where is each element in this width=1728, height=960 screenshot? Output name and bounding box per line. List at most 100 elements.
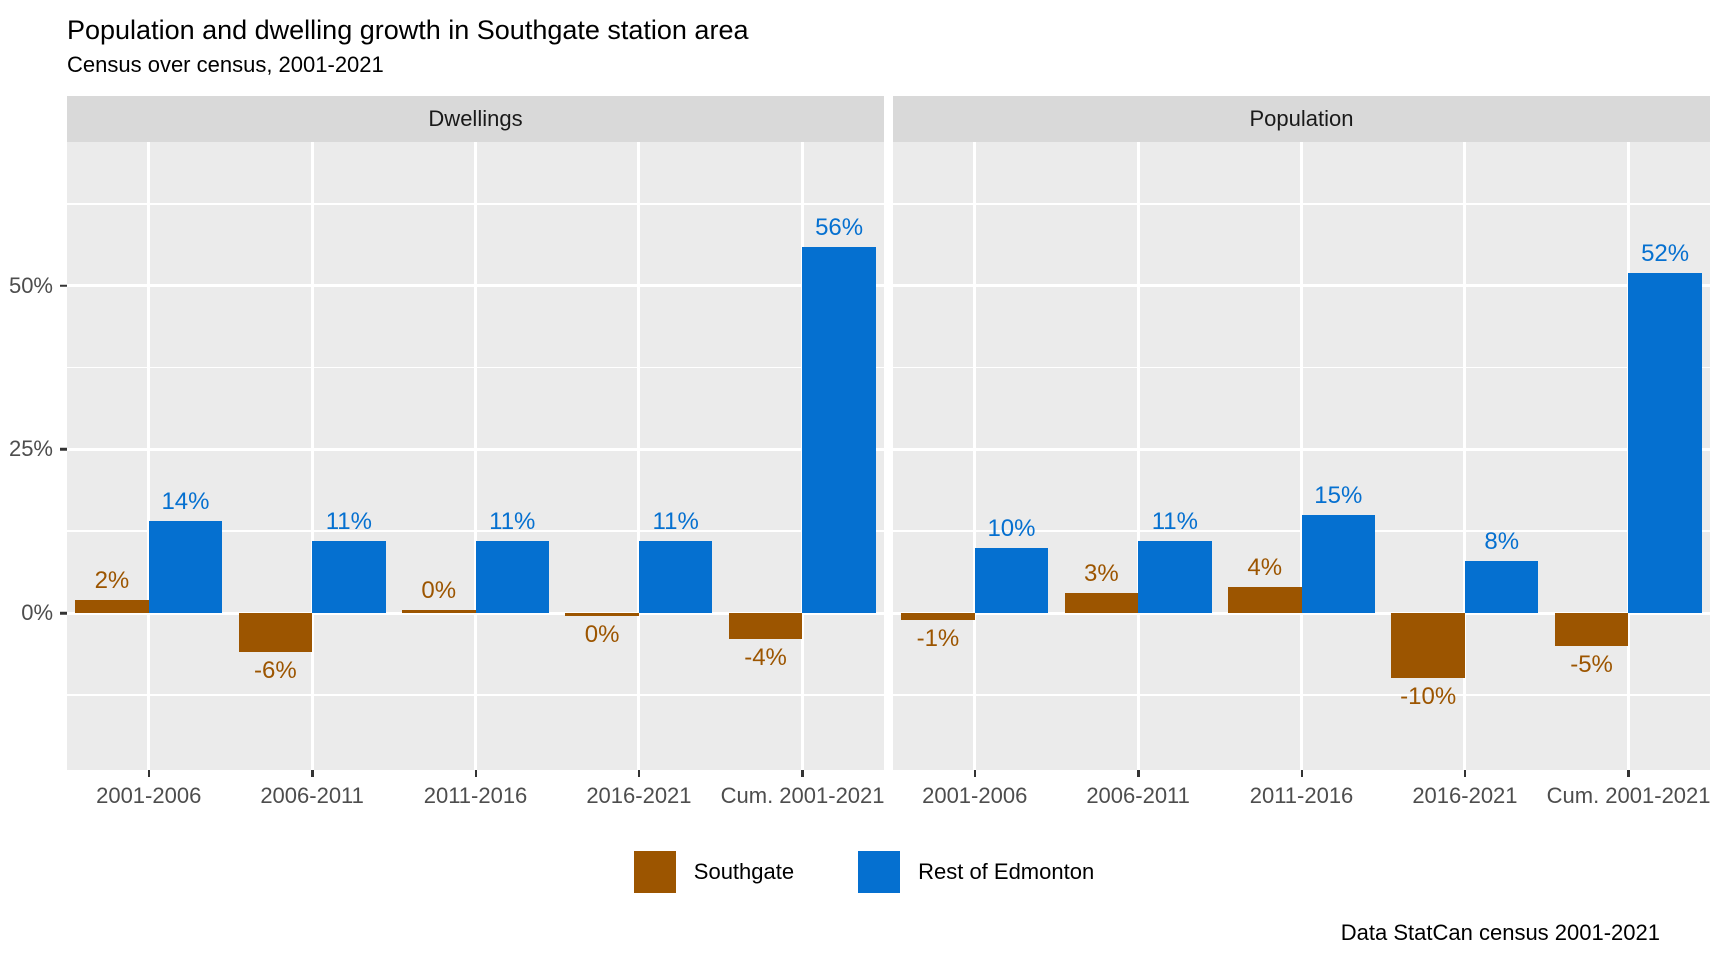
- x-axis-label: 2011-2016: [1220, 770, 1383, 816]
- plot-area: 0% 25% 50% Dwellings 2% 14% -6% 11% 0% 11% 0% 11%…: [0, 96, 1728, 816]
- bar-value-label: -1%: [916, 624, 960, 652]
- category-gridline: [973, 142, 977, 770]
- facet-dwellings: Dwellings 2% 14% -6% 11% 0% 11% 0% 11% -4% 56% 20…: [67, 96, 885, 816]
- y-axis-labels: 0% 25% 50%: [0, 142, 67, 770]
- chart-subtitle: Census over census, 2001-2021: [67, 52, 384, 77]
- category-cell: 0% 11%: [557, 142, 720, 770]
- x-axis-label: 2006-2011: [230, 770, 393, 816]
- x-axis-label: 2001-2006: [67, 770, 230, 816]
- category-gridline: [474, 142, 478, 770]
- legend-item-rest-of-edmonton: Rest of Edmonton: [858, 851, 1094, 893]
- category-gridline: [147, 142, 151, 770]
- bar-value-label: 8%: [1484, 527, 1520, 555]
- facet-strip-dwellings: Dwellings: [67, 96, 884, 142]
- x-axis-tick-label: 2011-2016: [423, 783, 528, 808]
- bar-value-label: 52%: [1641, 239, 1690, 267]
- bar-value-label: 3%: [1083, 560, 1119, 588]
- x-axis-label: 2016-2021: [557, 770, 720, 816]
- bar-southgate: [1554, 613, 1629, 646]
- y-axis-tick-label: 25%: [8, 436, 53, 462]
- x-axis-label: Cum. 2001-2021: [1546, 770, 1711, 816]
- y-axis-tick-mark: [60, 448, 67, 451]
- legend-key-swatch: [858, 851, 901, 893]
- x-axis-tick-mark: [973, 770, 977, 777]
- bar-rest-of-edmonton: [974, 547, 1049, 613]
- x-axis-label: 2006-2011: [1056, 770, 1219, 816]
- x-axis-label: 2011-2016: [394, 770, 557, 816]
- bar-rest-of-edmonton: [148, 521, 223, 613]
- facet-strip-label: Population: [1249, 106, 1354, 131]
- category-cell: -4% 56%: [721, 142, 884, 770]
- legend-label: Southgate: [693, 859, 795, 884]
- x-axis-tick-mark: [1137, 770, 1140, 777]
- x-axis-label: 2016-2021: [1383, 770, 1546, 816]
- bar-southgate: [238, 613, 313, 653]
- x-axis-tick-mark: [1300, 770, 1304, 777]
- bar-value-label: 11%: [652, 508, 699, 536]
- bar-value-label: 0%: [421, 577, 457, 604]
- bar-value-label: 11%: [489, 508, 536, 536]
- chart-title: Population and dwelling growth in Southg…: [67, 15, 749, 45]
- bar-southgate: [728, 613, 803, 640]
- category-cell: -1% 10%: [893, 142, 1056, 770]
- bar-value-label: -4%: [744, 644, 787, 672]
- bar-southgate: [1227, 586, 1302, 613]
- x-axis-tick-mark: [147, 770, 151, 777]
- category-cell: 2% 14%: [67, 142, 230, 770]
- y-axis-tick-mark: [60, 611, 67, 615]
- bar-rest-of-edmonton: [1301, 514, 1376, 613]
- bar-rest-of-edmonton: [312, 541, 386, 613]
- y-axis: 0% 25% 50%: [0, 96, 67, 816]
- bar-value-label: 11%: [325, 508, 372, 536]
- facet-strip-population: Population: [893, 96, 1710, 142]
- x-axis-tick-mark: [311, 770, 314, 777]
- facet-strip-label: Dwellings: [428, 106, 523, 131]
- bar-value-label: -10%: [1400, 683, 1457, 711]
- bar-value-label: 2%: [94, 566, 130, 594]
- bar-rest-of-edmonton: [638, 541, 713, 613]
- category-gridline: [1136, 142, 1140, 770]
- x-axis-tick-label: 2011-2016: [1249, 783, 1354, 808]
- bar-southgate: [401, 610, 476, 613]
- category-cell: -10% 8%: [1383, 142, 1546, 770]
- y-axis-tick-label: 0%: [21, 600, 53, 625]
- x-axis-tick-label: Cum. 2001-2021: [1546, 783, 1711, 808]
- facet-panel-population: -1% 10% 3% 11% 4% 15% -10% 8% -5% 52%: [893, 142, 1710, 770]
- x-axis-label: Cum. 2001-2021: [720, 770, 885, 816]
- bar-southgate: [1064, 593, 1139, 613]
- bar-southgate: [75, 599, 149, 613]
- bar-southgate: [1391, 613, 1465, 679]
- x-axis-tick-mark: [474, 770, 478, 777]
- category-gridline: [310, 142, 314, 770]
- facet-population: Population -1% 10% 3% 11% 4% 15% -10% 8% -5% 52% …: [893, 96, 1711, 816]
- chart-caption: Data StatCan census 2001-2021: [1340, 920, 1660, 945]
- x-axis-tick-mark: [1463, 770, 1467, 777]
- x-axis-label: 2001-2006: [893, 770, 1056, 816]
- x-axis-tick-label: Cum. 2001-2021: [720, 783, 885, 808]
- x-axis-tick-label: 2016-2021: [586, 783, 692, 808]
- bar-rest-of-edmonton: [1138, 541, 1212, 613]
- category-cell: -6% 11%: [230, 142, 393, 770]
- category-gridline: [1463, 142, 1467, 770]
- legend-key-swatch: [633, 851, 676, 893]
- x-axis-tick-label: 2001-2006: [922, 783, 1028, 808]
- category-cell: -5% 52%: [1547, 142, 1710, 770]
- bar-value-label: 0%: [584, 621, 620, 648]
- bar-value-label: 56%: [815, 213, 864, 241]
- legend-item-southgate: Southgate: [633, 851, 795, 893]
- category-gridline: [637, 142, 641, 770]
- legend-label: Rest of Edmonton: [918, 859, 1095, 884]
- category-gridline: [1300, 142, 1304, 770]
- facet-panel-dwellings: 2% 14% -6% 11% 0% 11% 0% 11% -4% 56%: [67, 142, 884, 770]
- bar-value-label: 4%: [1247, 553, 1283, 581]
- x-axis-tick-label: 2006-2011: [1086, 783, 1190, 808]
- category-cell: 0% 11%: [394, 142, 557, 770]
- bar-rest-of-edmonton: [1628, 272, 1702, 613]
- bar-value-label: 11%: [1151, 508, 1198, 536]
- x-axis-tick-mark: [637, 770, 641, 777]
- x-axis-tick-mark: [1627, 770, 1630, 777]
- bar-rest-of-edmonton: [475, 541, 550, 613]
- category-cell: 4% 15%: [1220, 142, 1383, 770]
- bar-value-label: 14%: [161, 488, 210, 516]
